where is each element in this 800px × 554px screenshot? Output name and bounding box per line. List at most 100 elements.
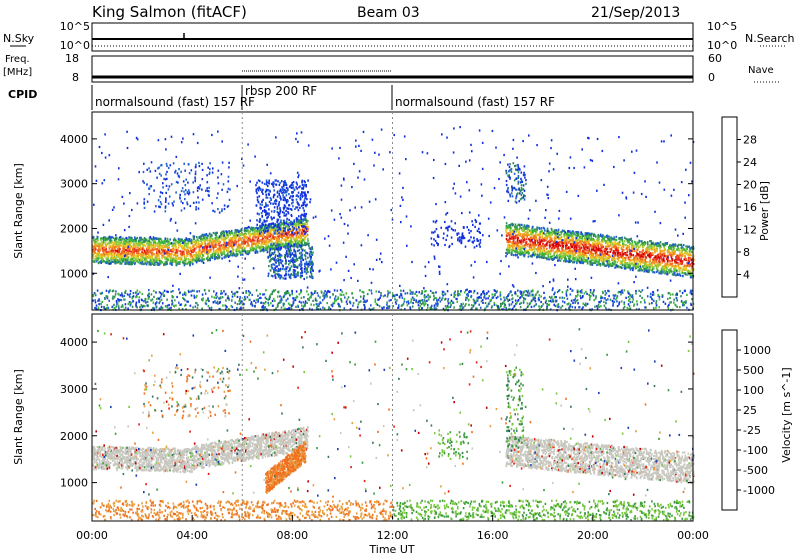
power-cell <box>505 228 508 231</box>
power-cell <box>577 231 580 234</box>
power-cell <box>674 270 676 273</box>
power-cell <box>670 259 672 263</box>
power-cell <box>635 245 637 249</box>
power-cell <box>108 235 111 238</box>
power-cell <box>152 252 154 255</box>
power-cell <box>210 248 212 251</box>
power-cell <box>126 256 128 259</box>
power-cell <box>226 234 228 237</box>
power-cell <box>201 242 204 245</box>
power-cell <box>138 253 141 256</box>
power-cell <box>131 258 134 261</box>
power-cell <box>95 244 98 247</box>
power-cell <box>178 257 181 261</box>
power-cell <box>243 247 245 250</box>
power-cell <box>239 246 241 249</box>
power-cell <box>110 241 112 244</box>
power-cell <box>531 241 534 244</box>
power-cell <box>634 259 636 262</box>
power-cell <box>526 227 528 230</box>
power-cell <box>196 258 198 261</box>
power-cell <box>190 250 192 253</box>
power-cell <box>300 242 303 245</box>
power-cell <box>170 257 172 260</box>
power-cell <box>166 258 169 261</box>
power-cell <box>229 233 231 236</box>
power-cell <box>663 246 665 249</box>
power-cell <box>122 252 125 255</box>
noise-right-tick-bottom: 10^0 <box>707 39 737 52</box>
power-cell <box>677 263 679 266</box>
power-cell <box>623 236 626 239</box>
power-cell <box>95 237 98 240</box>
power-cell <box>122 250 124 253</box>
power-cell <box>594 241 596 244</box>
power-cell <box>168 241 171 244</box>
power-cell <box>136 242 138 245</box>
power-cell <box>678 256 680 259</box>
power-cell <box>290 229 293 232</box>
power-cell <box>569 247 571 250</box>
power-cell <box>100 259 103 262</box>
power-cell <box>237 249 239 252</box>
power-cell <box>299 241 301 244</box>
date-label: 21/Sep/2013 <box>591 5 680 21</box>
power-cell <box>669 251 672 254</box>
power-cell <box>510 234 513 237</box>
power-cell <box>232 235 235 238</box>
power-cell <box>231 250 233 253</box>
power-cell <box>631 243 633 246</box>
power-cell <box>580 261 583 264</box>
power-cell <box>254 231 256 234</box>
power-cell <box>248 244 250 247</box>
power-cell <box>237 253 239 256</box>
power-cell <box>178 240 180 244</box>
power-cell <box>597 262 600 265</box>
nave-tick-top: 60 <box>708 52 722 65</box>
power-cell <box>587 232 590 235</box>
power-cell <box>239 237 242 240</box>
power-cell <box>209 239 211 243</box>
power-cell <box>564 257 567 260</box>
power-cell <box>212 242 214 245</box>
noise-right-tick-top: 10^5 <box>707 20 737 33</box>
power-cell <box>652 258 654 261</box>
power-cell <box>117 253 120 256</box>
power-cell <box>606 252 608 255</box>
power-cell <box>658 272 660 275</box>
power-cell <box>252 249 255 252</box>
power-cell <box>286 238 289 241</box>
power-cell <box>169 262 172 265</box>
power-cell <box>292 224 295 227</box>
power-cell <box>197 239 200 242</box>
power-cell <box>134 236 136 239</box>
power-cell <box>287 239 290 243</box>
power-cell <box>642 243 645 246</box>
power-cell <box>158 237 161 240</box>
power-cell <box>109 252 111 255</box>
power-cell <box>552 246 555 249</box>
power-cell <box>169 242 172 245</box>
power-cell <box>93 252 96 255</box>
power-cell <box>614 253 616 257</box>
power-cell <box>681 245 683 248</box>
power-cell <box>251 245 253 248</box>
power-cell <box>635 242 637 246</box>
power-cell <box>117 255 119 258</box>
power-cell <box>621 248 624 251</box>
power-cell <box>208 241 211 244</box>
power-cell <box>649 252 652 255</box>
power-cell <box>138 249 140 252</box>
power-cell <box>540 246 542 249</box>
power-cell <box>303 222 305 225</box>
power-cell <box>637 246 640 249</box>
power-cell <box>201 249 204 252</box>
power-cell <box>594 234 596 237</box>
power-cell <box>142 253 145 256</box>
power-cell <box>597 247 600 250</box>
power-cell <box>632 269 634 272</box>
power-cell <box>101 237 103 240</box>
power-cell <box>652 242 655 245</box>
power-cell <box>641 269 643 272</box>
power-cell <box>274 248 276 251</box>
